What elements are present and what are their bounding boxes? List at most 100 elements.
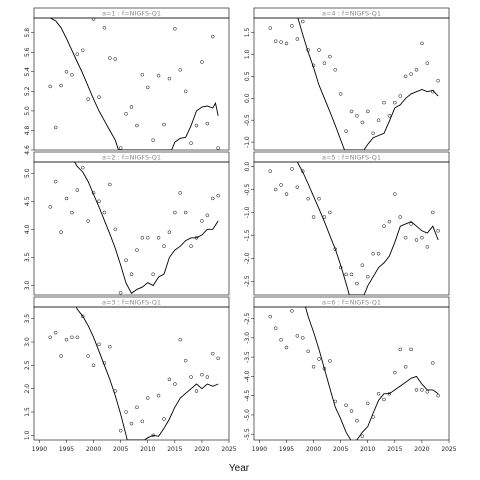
data-point — [398, 215, 402, 219]
data-point — [387, 114, 392, 118]
data-point — [301, 19, 305, 24]
data-point — [102, 210, 107, 215]
data-point — [118, 146, 123, 150]
data-point — [398, 94, 402, 98]
data-point — [338, 92, 343, 96]
data-point — [183, 358, 188, 363]
y-tick-label: 1.0 — [24, 430, 31, 440]
fitted-line — [74, 162, 219, 294]
data-point — [108, 344, 112, 349]
data-point — [194, 236, 199, 240]
data-point — [403, 235, 408, 240]
fitted-line — [50, 18, 219, 150]
data-point — [268, 169, 272, 173]
data-point — [338, 265, 343, 270]
data-point — [189, 141, 193, 145]
data-point — [97, 95, 101, 99]
data-point — [355, 281, 359, 286]
data-point — [273, 326, 278, 330]
data-point — [366, 401, 370, 406]
data-point — [284, 192, 289, 196]
y-tick-label: 5.0 — [24, 106, 31, 116]
y-tick-label: 4.8 — [24, 125, 31, 135]
data-point — [284, 345, 289, 350]
data-point — [167, 377, 172, 382]
data-point — [151, 272, 155, 276]
y-tick-label: -1.0 — [244, 206, 251, 218]
data-point — [420, 41, 424, 46]
data-point — [409, 222, 413, 226]
data-point — [216, 193, 220, 198]
data-point — [344, 403, 348, 408]
data-point — [317, 196, 321, 201]
data-point — [322, 215, 327, 219]
data-point — [156, 393, 161, 398]
data-point — [393, 192, 397, 196]
fitted-line — [296, 162, 439, 295]
data-point — [211, 34, 215, 39]
data-point — [306, 349, 310, 354]
y-tick-label: 3.0 — [24, 337, 31, 347]
data-point — [425, 390, 430, 394]
data-point — [328, 54, 332, 59]
panel-5: a=3 : f=NIGFS-Q1 1.0 1.5 2.0 2.5 3.0 3.5 1990 19… — [24, 296, 237, 453]
data-point — [156, 73, 161, 78]
data-point — [48, 335, 52, 340]
y-tick-label: -2.5 — [244, 313, 251, 325]
data-point — [108, 182, 112, 187]
data-point — [200, 219, 204, 223]
data-point — [200, 372, 204, 377]
strip-label: a=1 : f=NIGFS-Q1 — [102, 9, 161, 17]
data-point — [102, 26, 107, 30]
data-point — [360, 120, 365, 125]
y-tick-label: 3.0 — [24, 281, 31, 291]
x-tick-label: 1990 — [252, 446, 267, 453]
data-point — [273, 39, 278, 43]
y-tick-label: 5.0 — [24, 168, 31, 178]
y-tick-label: 4.5 — [24, 196, 31, 206]
data-point — [146, 236, 150, 240]
x-tick-label: 2015 — [387, 446, 402, 453]
data-point — [436, 78, 440, 83]
data-point — [118, 291, 123, 295]
x-tick-label: 2010 — [140, 446, 155, 453]
data-point — [183, 89, 188, 94]
y-tick-label: 1.5 — [24, 407, 31, 417]
data-point — [151, 138, 155, 142]
x-tick-label: 2020 — [194, 446, 209, 453]
data-point — [205, 375, 210, 379]
data-point — [48, 84, 52, 89]
data-point — [146, 396, 150, 400]
data-point — [162, 244, 166, 248]
data-point — [306, 48, 310, 52]
data-point — [200, 60, 204, 64]
data-point — [129, 105, 134, 109]
data-point — [290, 24, 294, 28]
panel-border — [253, 306, 450, 441]
data-point — [371, 251, 375, 256]
data-point — [431, 361, 435, 365]
y-tick-label: -4.5 — [244, 390, 251, 402]
data-point — [102, 361, 107, 365]
data-point — [70, 335, 74, 340]
y-tick-label: 5.4 — [24, 67, 31, 77]
panel-3: a=2 : f=NIGFS-Q1 3.0 3.5 4.0 4.5 5.0 — [24, 151, 230, 296]
data-point — [178, 337, 182, 342]
y-tick-label: -0.5 — [244, 183, 251, 195]
data-point — [113, 57, 117, 61]
data-point — [108, 56, 112, 60]
y-tick-label: 1.0 — [244, 49, 251, 59]
data-point — [268, 26, 272, 30]
data-point — [211, 351, 215, 356]
data-point — [349, 272, 354, 277]
data-point — [173, 27, 177, 31]
data-point — [75, 188, 80, 192]
data-point — [382, 100, 386, 105]
data-point — [53, 330, 58, 335]
x-tick-label: 2005 — [333, 446, 348, 453]
data-point — [328, 210, 332, 215]
data-point — [81, 48, 85, 53]
data-point — [178, 68, 182, 72]
y-tick-label: 5.8 — [24, 28, 31, 38]
data-point — [382, 224, 386, 228]
